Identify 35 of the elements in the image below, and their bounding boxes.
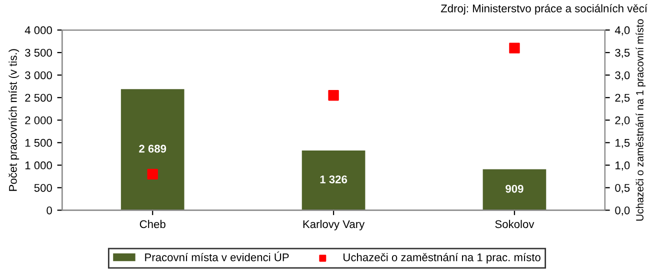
- y2-axis-title: Uchazeči o zaměstnání na 1 pracovní místo: [636, 19, 646, 221]
- y-tick-label: 2 500: [25, 94, 52, 102]
- y-tick-label: 2 000: [25, 116, 52, 124]
- data-label: 2 689: [139, 144, 166, 153]
- y2-tick-label: 3,0: [615, 71, 630, 81]
- bar: [302, 150, 366, 210]
- y-tick-label: 3 500: [25, 48, 52, 57]
- data-label: 1 326: [320, 175, 348, 184]
- data-label: 909: [506, 184, 524, 193]
- point: [328, 90, 339, 101]
- y-tick-label: 500: [34, 184, 52, 192]
- legend-label: Pracovní místa v evidenci ÚP: [145, 252, 289, 262]
- y2-tick-label: 2,0: [615, 116, 630, 126]
- y-tick-label: 1 500: [25, 138, 52, 147]
- bar: [482, 169, 546, 210]
- bar: [120, 89, 184, 210]
- y2-tick-label: 0,5: [615, 184, 630, 194]
- y-tick-label: 0: [46, 206, 52, 214]
- x-tick-label: Sokolov: [495, 220, 534, 228]
- y-tick-label: 3 000: [25, 71, 52, 80]
- legend-label: Uchazeči o zaměstnání na 1 prac. místo: [344, 252, 540, 264]
- x-tick-label: Karlovy Vary: [303, 220, 365, 230]
- y-axis-title: Počet pracovních míst (v tis.): [8, 49, 20, 191]
- point: [509, 42, 520, 54]
- x-tick-label: Cheb: [140, 220, 166, 228]
- y2-tick-label: 4,0: [614, 26, 630, 36]
- y2-tick-label: 2,5: [615, 94, 630, 104]
- y-tick-label: 1 000: [25, 161, 52, 170]
- y2-tick-label: 1,0: [616, 161, 630, 171]
- y2-tick-label: 1,5: [616, 139, 630, 148]
- y2-tick-label: 0,0: [615, 206, 630, 216]
- y-tick-label: 4 000: [24, 26, 52, 34]
- point: [147, 168, 158, 180]
- text: Zdroj: Ministerstvo práce a sociálních věcí: [440, 4, 648, 15]
- y2-tick-label: 3,5: [615, 48, 630, 58]
